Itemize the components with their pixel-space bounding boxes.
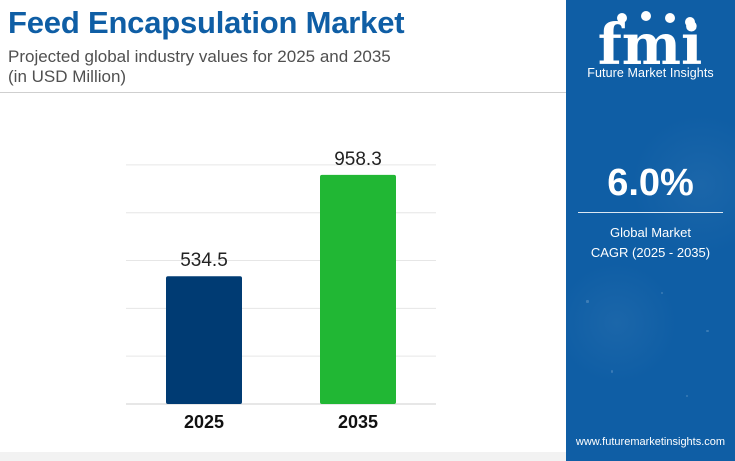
x-tick-2025: 2025 — [184, 412, 224, 432]
fmi-logo: fmi — [598, 11, 703, 78]
cagr-divider — [578, 212, 723, 213]
logo-dot — [665, 13, 675, 23]
bar-2025 — [166, 276, 242, 404]
bar-chart: 534.5 958.3 2025 2035 — [126, 149, 436, 432]
chart-panel: Feed Encapsulation Market Projected glob… — [0, 5, 566, 461]
cagr-label-line-1: Global Market — [610, 225, 691, 240]
texture-speck — [661, 292, 663, 294]
page-title: Feed Encapsulation Market — [8, 5, 405, 40]
page-subtitle: Projected global industry values for 202… — [8, 47, 528, 87]
bottom-strip — [0, 452, 566, 461]
brand-sidebar: fmi Future Market Insights 6.0% Global M… — [566, 0, 735, 461]
subtitle-line-1: Projected global industry values for 202… — [8, 47, 391, 66]
bars — [166, 174, 396, 404]
logo-dot — [641, 11, 651, 21]
cagr-label: Global Market CAGR (2025 - 2035) — [566, 223, 735, 263]
website-url: www.futuremarketinsights.com — [575, 436, 726, 448]
logo-letters: fmi — [598, 12, 703, 78]
x-tick-labels: 2025 2035 — [184, 412, 378, 432]
brand-name: Future Market Insights — [587, 66, 714, 80]
logo-dot — [685, 17, 695, 27]
texture-speck — [611, 370, 613, 373]
texture-speck — [586, 300, 589, 303]
header-divider — [0, 92, 566, 93]
value-label-2025: 534.5 — [180, 250, 228, 271]
value-label-2035: 958.3 — [334, 149, 382, 170]
subtitle-line-2: (in USD Million) — [8, 67, 127, 86]
cagr-value: 6.0% — [607, 162, 694, 204]
texture-speck — [686, 395, 688, 397]
logo-dot — [617, 13, 627, 23]
x-tick-2035: 2035 — [338, 412, 378, 432]
texture-speck — [706, 330, 709, 332]
data-labels: 534.5 958.3 — [180, 149, 382, 271]
cagr-label-line-2: CAGR (2025 - 2035) — [590, 245, 711, 260]
bar-2035 — [320, 174, 396, 404]
